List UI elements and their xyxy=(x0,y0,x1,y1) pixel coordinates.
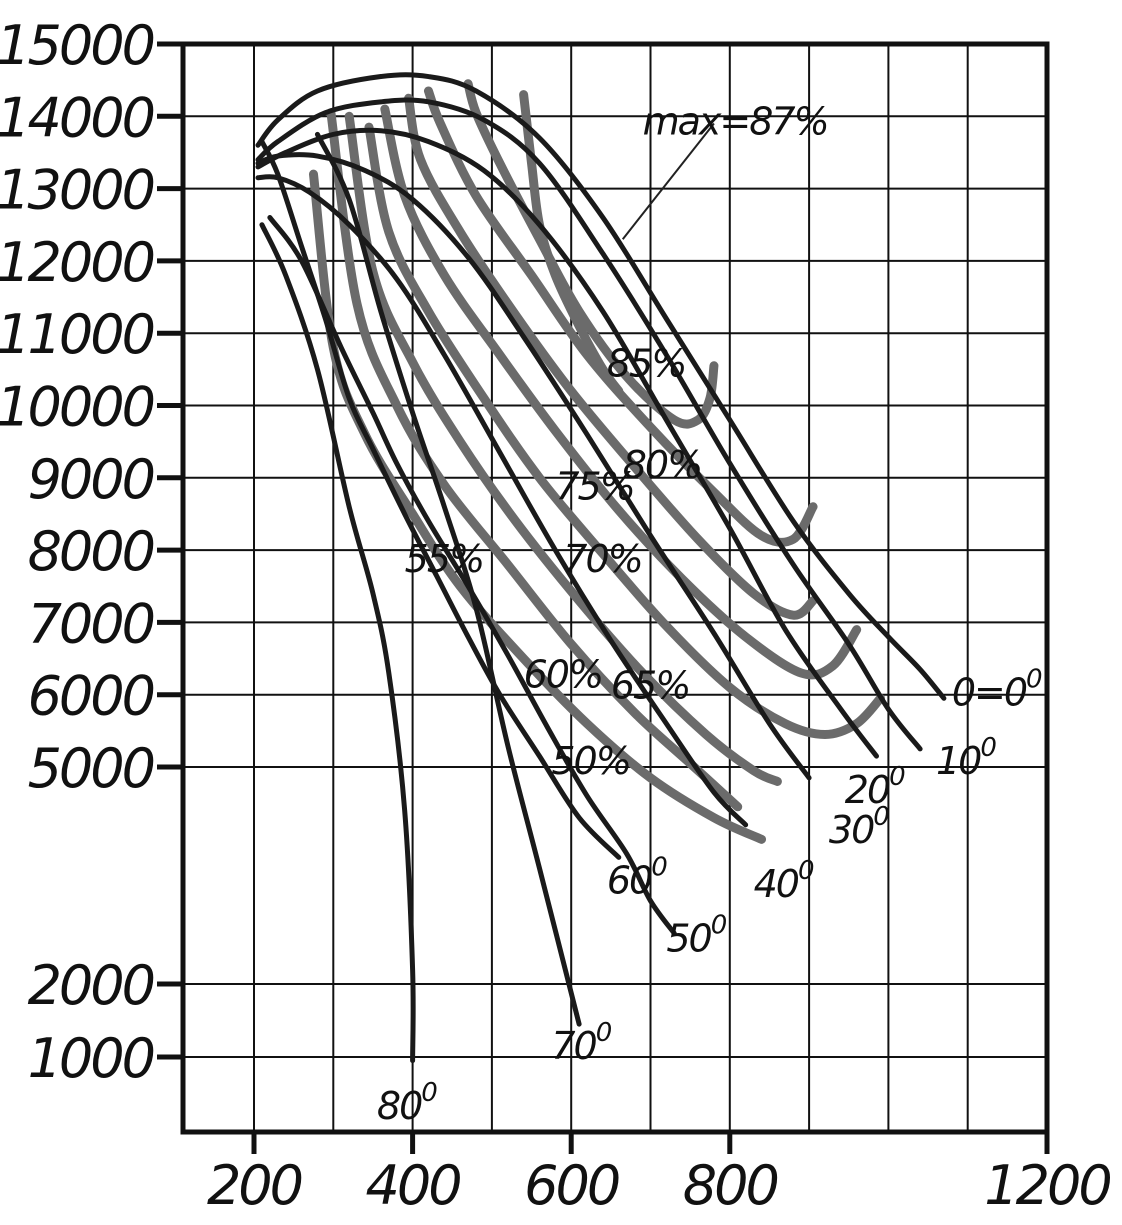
x-tick-label: 400 xyxy=(366,1154,461,1217)
x-tick-label: 600 xyxy=(524,1154,619,1217)
efficiency-label: 65% xyxy=(611,663,689,707)
efficiency-label: 70% xyxy=(563,537,641,581)
y-tick-label: 14000 xyxy=(0,86,154,149)
efficiency-label: 55% xyxy=(405,537,483,581)
x-tick-label: 800 xyxy=(683,1154,778,1217)
y-tick-label: 1000 xyxy=(28,1027,154,1090)
degree-superscript: 0 xyxy=(889,762,905,792)
y-tick-label: 8000 xyxy=(28,520,154,583)
y-tick-label: 5000 xyxy=(28,737,154,800)
x-tick-label: 1200 xyxy=(984,1154,1110,1217)
x-tick-label: 200 xyxy=(207,1154,302,1217)
max-efficiency-leader-line xyxy=(621,122,715,240)
efficiency-label: 85% xyxy=(607,342,685,386)
y-tick-label: 13000 xyxy=(0,159,154,222)
y-tick-label: 12000 xyxy=(0,231,154,294)
degree-superscript: 0 xyxy=(1026,665,1042,695)
blade-angle-curve xyxy=(314,131,582,1027)
efficiency-label: 60% xyxy=(524,652,602,696)
blade-angle-curves xyxy=(255,72,947,1064)
degree-superscript: 0 xyxy=(798,856,814,886)
efficiency-curve xyxy=(344,111,782,786)
efficiency-curve xyxy=(364,122,885,739)
efficiency-label: 50% xyxy=(551,739,629,783)
efficiency-label: max=87% xyxy=(643,99,828,143)
efficiency-curve xyxy=(380,104,862,680)
efficiency-curve xyxy=(519,90,624,396)
plot-area-border xyxy=(180,41,1050,1135)
efficiency-label: 80% xyxy=(623,443,701,487)
blade-angle-curve xyxy=(255,97,923,752)
y-tick-label: 15000 xyxy=(0,14,154,77)
y-tick-label: 9000 xyxy=(28,448,154,511)
efficiency-labels: max=87% 85% 80%75% 70% 65%60% 55% 50% xyxy=(405,99,830,783)
blade-angle-curve xyxy=(255,72,947,701)
y-tick-label: 6000 xyxy=(28,665,154,728)
blade-angle-curve xyxy=(259,139,622,860)
degree-superscript: 0 xyxy=(651,853,667,883)
blade-angle-curve xyxy=(255,152,812,781)
y-axis-ticks: 1000 2000 5000 6000 7000 8000 9000 10000 11000 12… xyxy=(0,14,183,1090)
y-tick-label: 2000 xyxy=(28,954,154,1017)
y-tick-label: 7000 xyxy=(28,592,154,655)
blade-angle-curve xyxy=(259,222,416,1064)
blade-angle-curve xyxy=(255,174,749,828)
efficiency-curve xyxy=(326,108,743,812)
degree-superscript: 0 xyxy=(421,1078,437,1108)
y-tick-label: 11000 xyxy=(0,303,154,366)
blade-angle-label: 500 xyxy=(666,910,726,960)
degree-superscript: 0 xyxy=(711,910,727,940)
efficiency-curve xyxy=(463,79,719,429)
efficiency-label: 75% xyxy=(555,464,633,508)
degree-superscript: 0 xyxy=(873,802,889,832)
x-axis-ticks: 200 400 600 800 1200 xyxy=(207,1132,1113,1217)
blade-angle-curve xyxy=(255,127,880,759)
efficiency-curve xyxy=(404,93,818,620)
degree-superscript: 0 xyxy=(980,733,996,763)
y-tick-label: 10000 xyxy=(0,376,154,439)
degree-superscript: 0 xyxy=(596,1018,612,1048)
